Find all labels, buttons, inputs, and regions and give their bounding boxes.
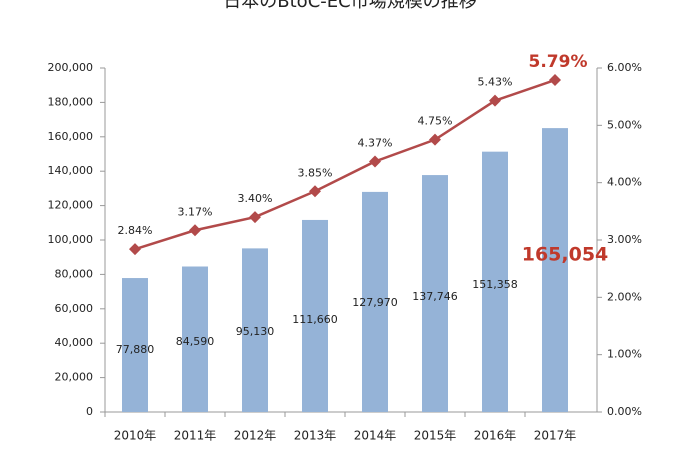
bar — [242, 248, 268, 412]
marker — [249, 211, 261, 224]
y-tick-label: 100,000 — [48, 233, 94, 246]
y2-tick-label: 4.00% — [607, 176, 642, 189]
y2-tick-label: 1.00% — [607, 348, 642, 361]
bar — [422, 175, 448, 412]
marker — [369, 155, 381, 168]
line-label: 4.75% — [418, 115, 453, 128]
y-tick-label: 200,000 — [48, 61, 94, 74]
y-tick-label: 160,000 — [48, 130, 94, 143]
bar — [122, 278, 148, 412]
y-tick-label: 80,000 — [55, 267, 94, 280]
y2-tick-label: 5.00% — [607, 118, 642, 131]
x-tick-label: 2010年 — [114, 429, 157, 443]
bar-label: 95,130 — [236, 325, 275, 338]
x-tick-label: 2014年 — [354, 429, 397, 443]
bar-label: 127,970 — [352, 296, 398, 309]
y-tick-label: 180,000 — [48, 95, 94, 108]
marker — [129, 243, 141, 256]
bar — [542, 128, 568, 412]
x-tick-label: 2013年 — [294, 429, 337, 443]
y-tick-label: 140,000 — [48, 164, 94, 177]
y-tick-label: 0 — [86, 405, 93, 418]
x-tick-label: 2012年 — [234, 429, 277, 443]
line-label: 3.85% — [298, 166, 333, 179]
chart-title: 日本のBtoC-EC市場規模の推移 — [223, 0, 476, 12]
marker — [489, 94, 501, 107]
y-tick-label: 60,000 — [55, 302, 94, 315]
line-label: 4.37% — [358, 136, 393, 149]
line-label: 2.84% — [118, 224, 153, 237]
highlight-bar-label: 165,054 — [522, 244, 609, 266]
line-label: 5.43% — [478, 76, 513, 89]
bar — [362, 191, 388, 412]
x-tick-label: 2011年 — [174, 429, 217, 443]
line-label: 3.40% — [238, 192, 273, 205]
y-tick-label: 20,000 — [55, 371, 94, 384]
y-tick-label: 120,000 — [48, 199, 94, 212]
y2-tick-label: 2.00% — [607, 290, 642, 303]
marker — [549, 74, 561, 87]
y-tick-label: 40,000 — [55, 336, 94, 349]
y2-tick-label: 6.00% — [607, 61, 642, 74]
bar-label: 111,660 — [292, 313, 338, 326]
marker — [309, 185, 321, 198]
bar-label: 77,880 — [116, 343, 155, 356]
x-tick-label: 2017年 — [534, 429, 577, 443]
bar-label: 84,590 — [176, 335, 215, 348]
bar — [182, 266, 208, 412]
line — [134, 78, 556, 251]
marker — [189, 224, 201, 237]
y2-tick-label: 3.00% — [607, 233, 642, 246]
bar — [302, 219, 328, 412]
bar-label: 151,358 — [472, 278, 518, 291]
bar-label: 137,746 — [412, 290, 458, 303]
line-label: 3.17% — [178, 205, 213, 218]
x-tick-label: 2015年 — [414, 429, 457, 443]
highlight-line-label: 5.79% — [529, 52, 588, 72]
y2-tick-label: 0.00% — [607, 405, 642, 418]
bar — [482, 151, 508, 412]
x-tick-label: 2016年 — [474, 429, 517, 443]
marker — [429, 133, 441, 146]
